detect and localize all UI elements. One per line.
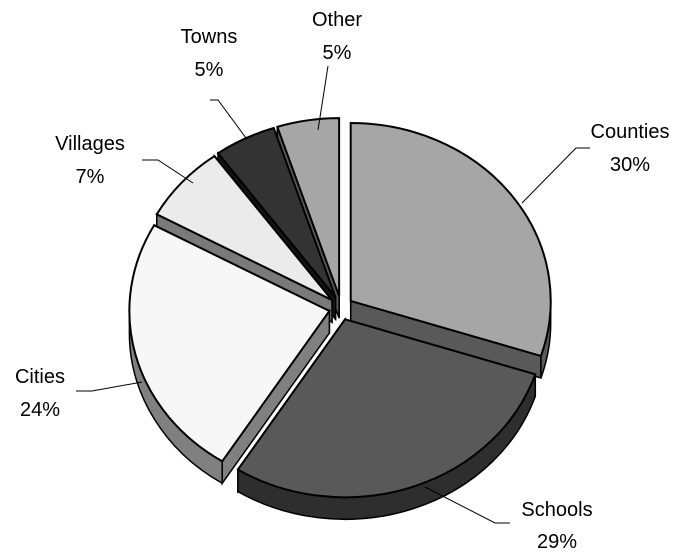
label-schools-value: 29% <box>537 531 577 553</box>
slice-schools <box>236 318 537 499</box>
leader-counties <box>521 147 590 204</box>
label-other-value: 5% <box>323 42 352 64</box>
label-other-name: Other <box>312 9 362 31</box>
label-counties-name: Counties <box>591 121 670 143</box>
label-villages-value: 7% <box>76 166 105 188</box>
slice-tops <box>128 117 552 499</box>
label-counties-value: 30% <box>610 154 650 176</box>
label-towns-name: Towns <box>181 26 238 48</box>
leader-other <box>317 65 329 131</box>
label-towns-value: 5% <box>195 59 224 81</box>
slice-other <box>276 117 341 297</box>
slice-cities <box>128 223 331 463</box>
label-schools-name: Schools <box>521 499 592 521</box>
label-villages-name: Villages <box>55 133 125 155</box>
leader-towns <box>210 99 247 139</box>
leader-cities <box>76 381 143 392</box>
label-cities-value: 24% <box>20 399 60 421</box>
leader-schools <box>424 486 510 524</box>
slice-villages <box>155 154 333 301</box>
leader-lines <box>76 65 590 524</box>
label-cities-name: Cities <box>15 366 65 388</box>
slice-counties <box>349 121 552 358</box>
slice-towns <box>216 126 337 298</box>
leader-villages <box>142 159 194 184</box>
